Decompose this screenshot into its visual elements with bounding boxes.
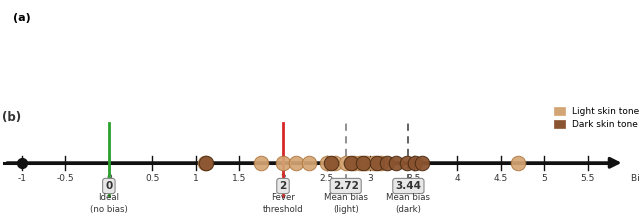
Text: 3.5: 3.5 bbox=[406, 174, 420, 183]
Point bbox=[201, 161, 211, 165]
Text: 2.5: 2.5 bbox=[319, 174, 333, 183]
Point bbox=[355, 161, 365, 165]
Point bbox=[513, 161, 524, 165]
Text: 1: 1 bbox=[193, 174, 199, 183]
Point bbox=[391, 161, 401, 165]
Text: Mean bias: Mean bias bbox=[324, 193, 368, 202]
Point bbox=[200, 161, 210, 165]
Text: 0: 0 bbox=[106, 174, 112, 183]
Text: -1: -1 bbox=[17, 174, 26, 183]
Text: (no bias): (no bias) bbox=[90, 205, 128, 214]
Point bbox=[340, 161, 351, 165]
Text: 4: 4 bbox=[454, 174, 460, 183]
Point bbox=[17, 161, 27, 165]
Point bbox=[369, 161, 380, 165]
Text: 0: 0 bbox=[105, 181, 113, 191]
Text: 2: 2 bbox=[280, 174, 286, 183]
Point bbox=[330, 161, 340, 165]
Text: 3.44: 3.44 bbox=[396, 181, 421, 191]
Text: 5.5: 5.5 bbox=[580, 174, 595, 183]
Point bbox=[256, 161, 266, 165]
Text: 5: 5 bbox=[541, 174, 547, 183]
Point bbox=[291, 161, 301, 165]
Legend: Light skin tone, Dark skin tone: Light skin tone, Dark skin tone bbox=[551, 104, 640, 132]
Text: 3: 3 bbox=[367, 174, 373, 183]
Text: (light): (light) bbox=[333, 205, 358, 214]
Point bbox=[304, 161, 314, 165]
Text: 1.5: 1.5 bbox=[232, 174, 246, 183]
Text: 0.5: 0.5 bbox=[145, 174, 159, 183]
Text: Ideal: Ideal bbox=[99, 193, 119, 202]
Text: threshold: threshold bbox=[262, 205, 303, 214]
Point bbox=[401, 161, 412, 165]
Text: 2.72: 2.72 bbox=[333, 181, 358, 191]
Text: -0.5: -0.5 bbox=[56, 174, 74, 183]
Point bbox=[346, 161, 356, 165]
Point bbox=[382, 161, 392, 165]
Point bbox=[372, 161, 382, 165]
Text: 4.5: 4.5 bbox=[493, 174, 508, 183]
Text: Bias (°C): Bias (°C) bbox=[631, 174, 640, 183]
Point bbox=[410, 161, 420, 165]
Point bbox=[321, 161, 332, 165]
Point bbox=[360, 161, 371, 165]
Text: Fever: Fever bbox=[271, 193, 295, 202]
Text: (a): (a) bbox=[13, 13, 31, 23]
Text: Mean bias: Mean bias bbox=[387, 193, 430, 202]
Point bbox=[278, 161, 288, 165]
Text: (dark): (dark) bbox=[396, 205, 421, 214]
Point bbox=[349, 161, 360, 165]
Text: (b): (b) bbox=[2, 111, 21, 124]
Point bbox=[376, 161, 386, 165]
Point bbox=[417, 161, 428, 165]
Text: 2: 2 bbox=[280, 181, 287, 191]
Point bbox=[358, 161, 368, 165]
Point bbox=[326, 161, 336, 165]
